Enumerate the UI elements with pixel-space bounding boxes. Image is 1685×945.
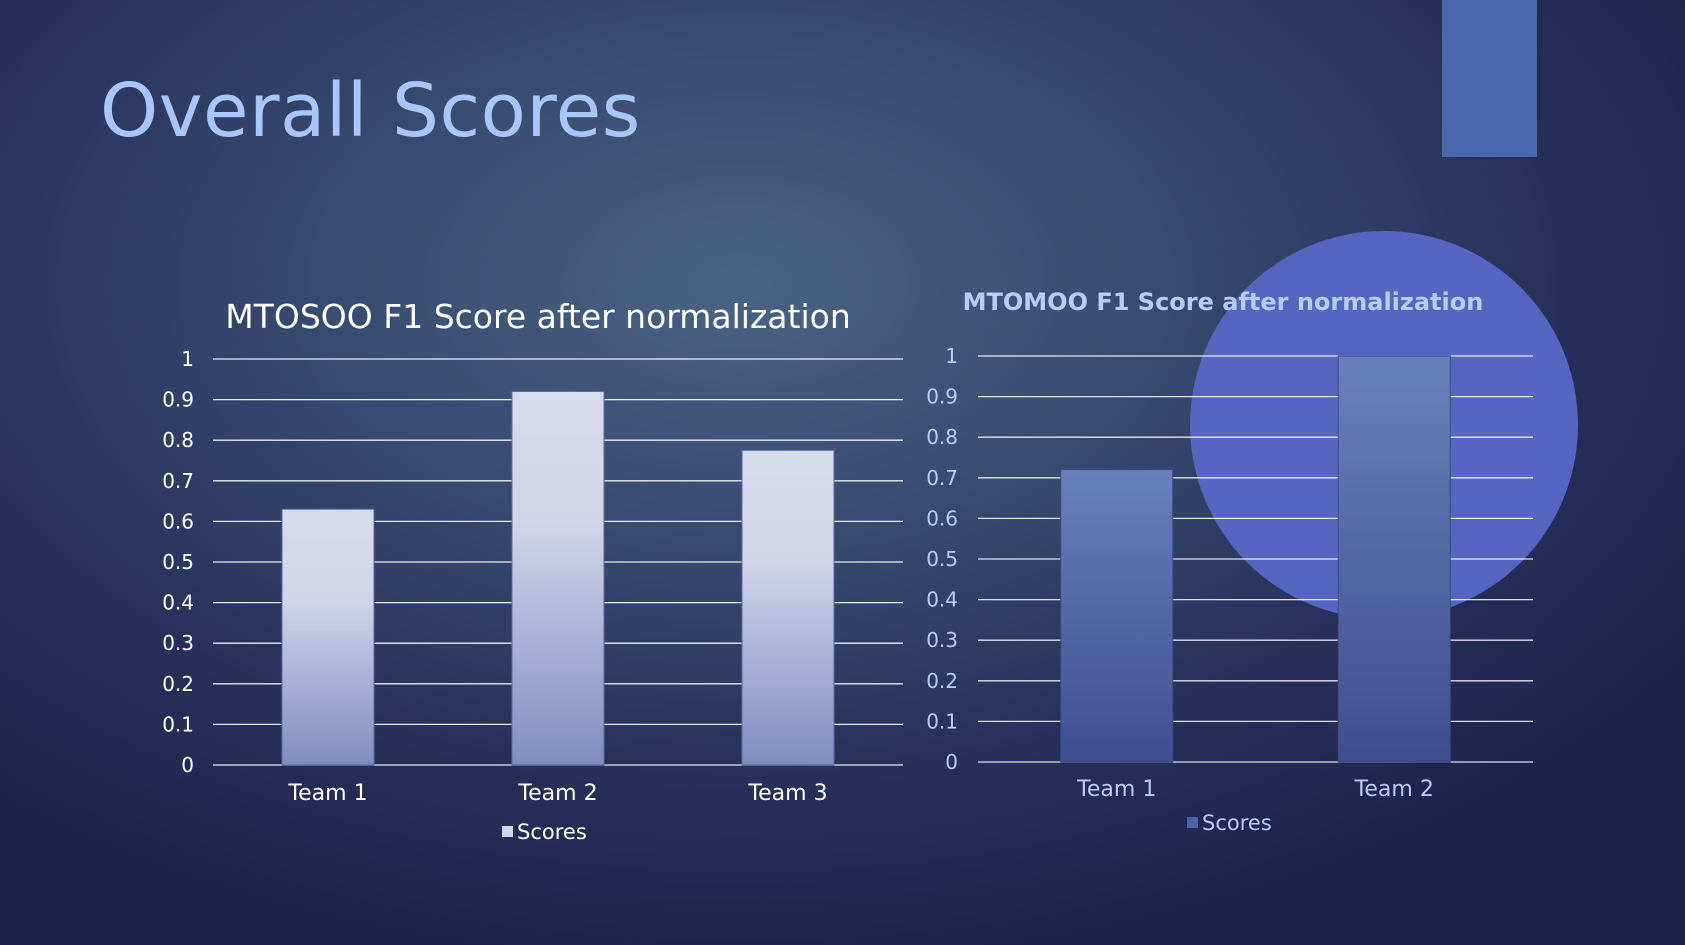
chart1-y-ticks: 0 0.1 0.2 0.3 0.4 0.5 0.6 0.7 0.8 0.9 1 xyxy=(162,347,194,777)
chart1-title: MTOSOO F1 Score after normalization xyxy=(225,297,851,336)
y-tick-label: 0 xyxy=(181,753,194,777)
y-tick-label: 0.3 xyxy=(926,628,958,652)
bar xyxy=(1060,469,1174,763)
chart2-x-ticks: Team 1 Team 2 xyxy=(1076,777,1434,802)
bar xyxy=(1337,355,1451,763)
y-tick-label: 0.4 xyxy=(162,591,194,615)
y-tick-label: 0.5 xyxy=(162,550,194,574)
bar xyxy=(281,508,375,766)
chart2-title: MTOMOO F1 Score after normalization xyxy=(963,288,1484,316)
y-tick-label: 0 xyxy=(945,750,958,774)
chart2-legend: Scores xyxy=(1187,811,1272,835)
y-tick-label: 1 xyxy=(945,344,958,368)
chart1-bars xyxy=(281,390,835,766)
chart2-legend-label: Scores xyxy=(1202,811,1272,835)
y-tick-label: 0.1 xyxy=(162,712,194,736)
y-tick-label: 0.8 xyxy=(926,425,958,449)
chart1-legend-swatch xyxy=(502,826,513,837)
y-tick-label: 0.2 xyxy=(162,672,194,696)
chart1-legend-label: Scores xyxy=(517,820,587,844)
chart1-x-ticks: Team 1 Team 2 Team 3 xyxy=(287,781,827,806)
x-tick-label: Team 1 xyxy=(1076,777,1156,802)
chart2-bars xyxy=(1060,355,1451,763)
y-tick-label: 0.8 xyxy=(162,428,194,452)
y-tick-label: 0.7 xyxy=(162,469,194,493)
x-tick-label: Team 2 xyxy=(1354,777,1434,802)
y-tick-label: 0.5 xyxy=(926,547,958,571)
chart2-legend-swatch xyxy=(1187,817,1198,828)
chart2-y-ticks: 0 0.1 0.2 0.3 0.4 0.5 0.6 0.7 0.8 0.9 1 xyxy=(926,344,958,774)
y-tick-label: 0.3 xyxy=(162,631,194,655)
bar xyxy=(741,449,835,766)
y-tick-label: 0.1 xyxy=(926,709,958,733)
y-tick-label: 0.9 xyxy=(162,388,194,412)
slide-title: Overall Scores xyxy=(100,68,641,154)
chart-mtosoo: MTOSOO F1 Score after normalization 0 0.1… xyxy=(162,297,903,844)
y-tick-label: 0.6 xyxy=(926,506,958,530)
y-tick-label: 0.4 xyxy=(926,588,958,612)
x-tick-label: Team 1 xyxy=(287,781,367,806)
chart-mtomoo: MTOMOO F1 Score after normalization 0 0.1… xyxy=(926,288,1533,835)
x-tick-label: Team 3 xyxy=(747,781,827,806)
y-tick-label: 0.9 xyxy=(926,385,958,409)
y-tick-label: 0.7 xyxy=(926,466,958,490)
y-tick-label: 0.2 xyxy=(926,669,958,693)
chart1-legend: Scores xyxy=(502,820,587,844)
y-tick-label: 0.6 xyxy=(162,509,194,533)
bar xyxy=(511,390,605,766)
accent-rectangle xyxy=(1442,0,1537,157)
x-tick-label: Team 2 xyxy=(517,781,597,806)
y-tick-label: 1 xyxy=(181,347,194,371)
